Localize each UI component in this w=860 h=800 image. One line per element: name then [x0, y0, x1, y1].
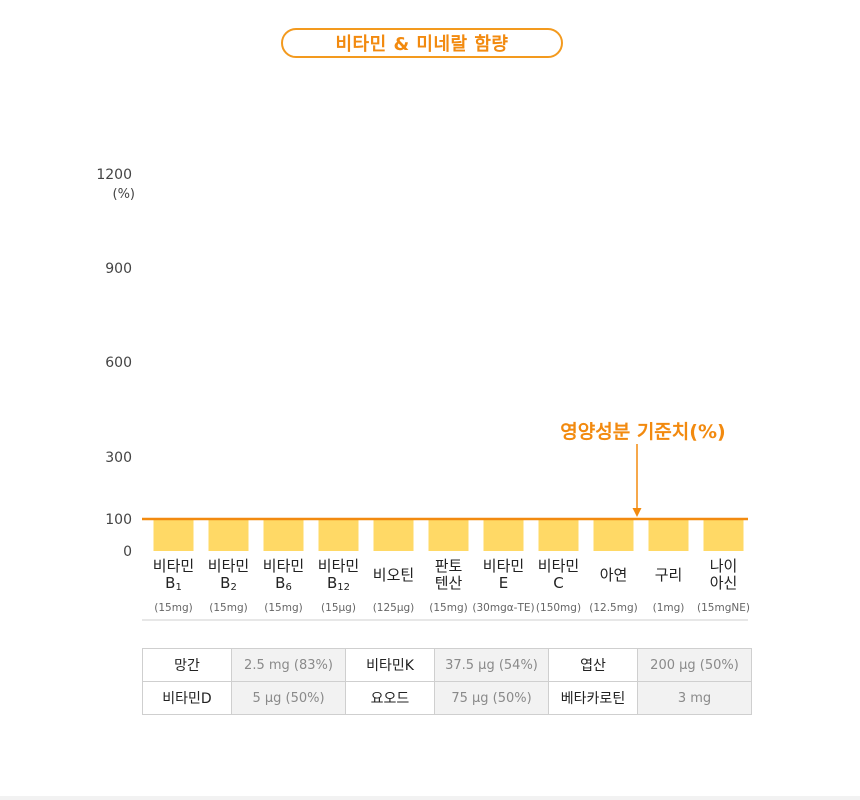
nutrient-table: 망간 2.5 mg (83%) 비타민K 37.5 μg (54%) 엽산 20… — [142, 648, 752, 715]
category-sublabel: E — [499, 574, 508, 592]
bar — [428, 519, 469, 551]
category-label: 비타민 — [483, 557, 524, 575]
chart-title: 비타민 & 미네랄 함량 — [281, 28, 563, 58]
nutrient-name-manganese: 망간 — [142, 648, 232, 682]
y-tick-label: 600 — [105, 355, 132, 371]
bar — [538, 519, 579, 551]
bar — [373, 519, 414, 551]
category-sublabel: B2 — [220, 574, 237, 593]
reference-arrow-head — [632, 508, 642, 517]
bar — [208, 519, 249, 551]
bar — [318, 519, 359, 551]
category-label: 비타민 — [318, 557, 359, 575]
category-dose: (1mg) — [653, 602, 685, 614]
category-dose: (12.5mg) — [589, 602, 637, 614]
category-sublabel: B6 — [275, 574, 292, 593]
category-label: 판토 — [435, 557, 463, 575]
nutrient-name-vitamin-d: 비타민D — [142, 681, 232, 715]
category-sublabel: 텐산 — [435, 574, 463, 592]
y-tick-label: 1200 — [96, 167, 132, 183]
bar — [483, 519, 524, 551]
y-tick-label: 900 — [105, 261, 132, 277]
bar — [153, 519, 194, 551]
category-label: 비타민 — [263, 557, 304, 575]
category-sublabel: B12 — [327, 574, 350, 593]
nutrient-name-beta-carotene: 베타카로틴 — [548, 681, 638, 715]
y-tick-label: 0 — [123, 544, 132, 560]
nutrient-name-iodine: 요오드 — [345, 681, 435, 715]
category-sublabel: 아신 — [710, 574, 738, 592]
y-tick-label: 300 — [105, 450, 132, 466]
category-label: 나이 — [710, 557, 738, 575]
y-axis-unit: (%) — [113, 187, 136, 202]
category-label: 비타민 — [208, 557, 249, 575]
category-dose: (125μg) — [373, 602, 415, 614]
category-sublabel: B1 — [165, 574, 182, 593]
nutrient-value-vitamin-d: 5 μg (50%) — [231, 681, 346, 715]
category-dose: (15mg) — [154, 602, 192, 614]
bar — [263, 519, 304, 551]
bar — [593, 519, 634, 551]
table-row: 비타민D 5 μg (50%) 요오드 75 μg (50%) 베타카로틴 3 … — [142, 681, 752, 715]
table-row: 망간 2.5 mg (83%) 비타민K 37.5 μg (54%) 엽산 20… — [142, 648, 752, 682]
category-sublabel: C — [553, 574, 563, 592]
nutrient-name-folic-acid: 엽산 — [548, 648, 638, 682]
category-dose: (15μg) — [321, 602, 356, 614]
category-dose: (150mg) — [536, 602, 581, 614]
reference-label: 영양성분 기준치(%) — [560, 421, 725, 443]
category-dose: (30mgα-TE) — [472, 602, 534, 614]
nutrient-value-folic-acid: 200 μg (50%) — [637, 648, 752, 682]
category-dose: (15mg) — [209, 602, 247, 614]
category-label: 비오틴 — [373, 566, 414, 584]
nutrient-name-vitamin-k: 비타민K — [345, 648, 435, 682]
nutrient-value-beta-carotene: 3 mg — [637, 681, 752, 715]
bar — [703, 519, 744, 551]
nutrient-value-manganese: 2.5 mg (83%) — [231, 648, 346, 682]
nutrient-value-iodine: 75 μg (50%) — [434, 681, 549, 715]
category-label: 비타민 — [153, 557, 194, 575]
category-dose: (15mgNE) — [697, 602, 750, 614]
category-label: 구리 — [655, 566, 683, 584]
bar — [648, 519, 689, 551]
bottom-divider — [0, 796, 860, 800]
category-label: 비타민 — [538, 557, 579, 575]
y-tick-label: 100 — [105, 512, 132, 528]
category-dose: (15mg) — [264, 602, 302, 614]
category-label: 아연 — [600, 566, 628, 584]
nutrient-value-vitamin-k: 37.5 μg (54%) — [434, 648, 549, 682]
category-dose: (15mg) — [429, 602, 467, 614]
